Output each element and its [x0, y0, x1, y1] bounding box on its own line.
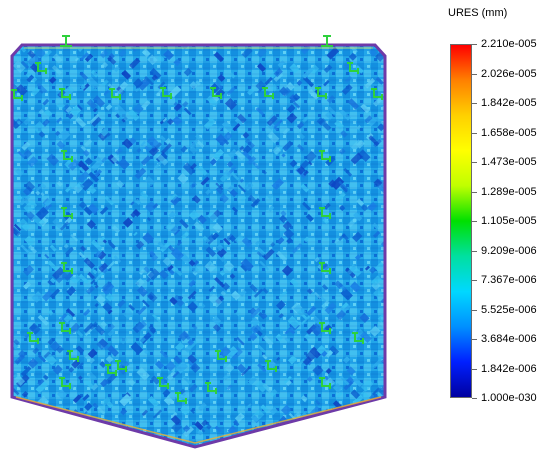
fixture-icon [175, 392, 187, 404]
fixture-icon [371, 88, 383, 100]
fixture-icon [352, 332, 364, 344]
fixture-icon [27, 332, 39, 344]
fixture-icon [105, 364, 117, 376]
legend-tick-label: 1.842e-006 [481, 362, 537, 375]
legend-tick-label: 1.000e-030 [481, 392, 537, 404]
fixture-icon [215, 350, 227, 362]
legend-tick-mark [472, 310, 477, 311]
legend-tick-label: 1.473e-005 [481, 156, 537, 168]
fixture-icon [35, 62, 47, 74]
legend-tick-mark [472, 280, 477, 281]
legend-tick-mark [472, 339, 477, 340]
fixture-icon [319, 322, 331, 334]
edge-highlight-bottom [15, 396, 382, 444]
fixture-icon [67, 350, 79, 362]
legend-tick-label: 9.209e-006 [481, 244, 537, 257]
fixture-icon [115, 360, 127, 372]
legend-tick-label: 2.210e-005 [481, 38, 537, 50]
legend-tick-mark [472, 74, 477, 75]
legend-colorbar [450, 44, 472, 398]
legend-tick-label: 1.842e-005 [481, 97, 537, 109]
legend-title: URES (mm) [448, 7, 508, 19]
fixture-icon [210, 87, 222, 99]
legend-tick-mark [472, 398, 477, 399]
legend-tick-label: 7.367e-006 [481, 274, 537, 286]
legend-tick-label: 5.525e-006 [481, 303, 537, 316]
legend-tick-mark [472, 103, 477, 104]
fixture-icon [319, 150, 331, 162]
fixture-icon [59, 88, 71, 100]
fixture-icon [319, 207, 331, 219]
fixture-icon [319, 377, 331, 389]
fixture-icon [109, 88, 121, 100]
model-surface [10, 43, 387, 449]
fixture-icon [265, 360, 277, 372]
legend-tick-mark [472, 221, 477, 222]
legend-tick-mark [472, 162, 477, 163]
fixture-icon [59, 322, 71, 334]
fixture-icon [61, 262, 73, 274]
displacement-speckle [12, 45, 385, 447]
fixture-icon [315, 87, 327, 99]
legend-tick-mark [472, 44, 477, 45]
fixture-icon [61, 150, 73, 162]
fixture-icon [262, 87, 274, 99]
legend-tick-mark [472, 251, 477, 252]
fixture-icon [347, 62, 359, 74]
legend-tick-mark [472, 369, 477, 370]
fixture-icon [157, 377, 169, 389]
fixture-icon [160, 87, 172, 99]
fixture-icon [205, 382, 217, 394]
fixture-icon [321, 35, 333, 47]
fixture-icon [60, 35, 72, 47]
legend-tick-label: 1.289e-005 [481, 185, 537, 198]
legend-tick-label: 1.105e-005 [481, 215, 537, 227]
legend-tick-mark [472, 133, 477, 134]
fixture-icon [319, 262, 331, 274]
fixture-icon [61, 207, 73, 219]
fixture-icon [59, 377, 71, 389]
fixture-markers [11, 35, 383, 404]
model-edge [10, 43, 387, 449]
legend-tick-label: 2.026e-005 [481, 67, 537, 80]
legend-tick-label: 3.684e-006 [481, 333, 537, 345]
legend-tick-label: 1.658e-005 [481, 126, 537, 139]
legend-tick-mark [472, 192, 477, 193]
fixture-icon [11, 89, 23, 101]
